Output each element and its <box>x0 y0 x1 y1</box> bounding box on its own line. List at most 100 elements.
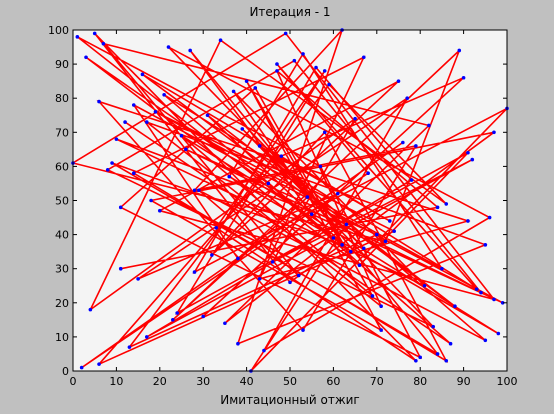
point-marker <box>309 212 314 216</box>
point-marker <box>461 75 466 80</box>
point-marker <box>166 45 171 49</box>
point-marker <box>405 96 409 100</box>
point-marker <box>427 123 431 128</box>
point-marker <box>435 352 440 356</box>
y-tick-label: 90 <box>55 58 69 71</box>
point-marker <box>231 89 236 94</box>
point-marker <box>257 277 262 281</box>
point-marker <box>131 103 136 107</box>
point-marker <box>375 232 379 237</box>
point-marker <box>379 328 383 332</box>
point-marker <box>257 144 262 148</box>
point-marker <box>97 99 101 104</box>
point-marker <box>444 358 449 363</box>
point-marker <box>131 171 136 176</box>
point-marker <box>435 205 440 210</box>
point-marker <box>470 157 475 162</box>
point-marker <box>348 249 353 254</box>
point-marker <box>414 358 418 363</box>
point-marker <box>383 239 388 244</box>
point-marker <box>262 348 266 353</box>
y-tick-label: 20 <box>55 297 69 310</box>
point-marker <box>144 335 149 339</box>
point-marker <box>84 55 88 60</box>
point-marker <box>344 222 349 227</box>
point-marker <box>184 147 188 152</box>
point-marker <box>266 181 271 186</box>
point-marker <box>409 178 414 182</box>
point-marker <box>353 116 357 121</box>
point-marker <box>101 41 106 46</box>
point-marker <box>335 191 340 196</box>
point-marker <box>453 304 457 309</box>
point-marker <box>153 110 158 114</box>
point-marker <box>136 277 140 281</box>
x-tick-label: 50 <box>283 375 297 388</box>
point-marker <box>500 301 505 305</box>
point-marker <box>201 314 205 319</box>
point-marker <box>340 243 344 247</box>
point-marker <box>474 287 479 291</box>
point-marker <box>75 35 80 39</box>
point-marker <box>110 161 114 165</box>
y-tick-label: 0 <box>62 365 69 378</box>
point-marker <box>283 31 288 36</box>
point-marker <box>192 188 197 193</box>
point-marker <box>483 243 488 247</box>
x-tick-label: 20 <box>153 375 167 388</box>
x-tick-label: 70 <box>370 375 384 388</box>
point-marker <box>466 150 470 155</box>
point-marker <box>244 79 249 83</box>
point-marker <box>114 137 119 141</box>
point-marker <box>301 328 305 332</box>
point-marker <box>422 283 427 288</box>
point-marker <box>253 86 258 90</box>
point-marker <box>357 263 362 268</box>
point-marker <box>444 202 449 206</box>
point-marker <box>240 127 245 131</box>
point-marker <box>223 321 227 326</box>
point-marker <box>92 31 97 36</box>
point-marker <box>158 208 162 213</box>
point-marker <box>144 120 149 124</box>
point-marker <box>418 355 423 360</box>
point-marker <box>118 205 123 210</box>
point-marker <box>487 215 492 220</box>
point-marker <box>492 297 496 302</box>
point-marker <box>322 69 327 73</box>
x-tick-label: 90 <box>457 375 471 388</box>
point-marker <box>366 171 370 176</box>
point-marker <box>440 266 444 271</box>
point-marker <box>361 55 366 60</box>
point-marker <box>496 331 501 336</box>
point-marker <box>322 130 327 135</box>
point-marker <box>179 133 184 138</box>
point-marker <box>105 168 110 172</box>
point-marker <box>127 345 132 349</box>
point-marker <box>188 48 192 53</box>
point-marker <box>275 69 279 73</box>
y-tick-label: 60 <box>55 160 69 173</box>
point-marker <box>327 82 331 87</box>
point-marker <box>275 62 279 66</box>
point-marker <box>379 304 383 309</box>
point-marker <box>118 266 123 271</box>
point-marker <box>88 307 93 312</box>
y-tick-label: 70 <box>55 126 69 139</box>
point-marker <box>192 270 197 274</box>
point-marker <box>392 229 396 233</box>
point-marker <box>318 164 323 169</box>
point-marker <box>483 338 488 343</box>
point-marker <box>301 52 305 56</box>
point-marker <box>331 236 336 240</box>
chart-title: Итерация - 1 <box>249 5 330 19</box>
x-tick-label: 30 <box>196 375 210 388</box>
point-marker <box>279 154 284 158</box>
y-tick-label: 50 <box>55 195 69 208</box>
x-tick-label: 60 <box>326 375 340 388</box>
point-marker <box>214 225 219 230</box>
point-marker <box>175 311 179 315</box>
point-marker <box>227 174 232 179</box>
point-marker <box>197 188 201 193</box>
